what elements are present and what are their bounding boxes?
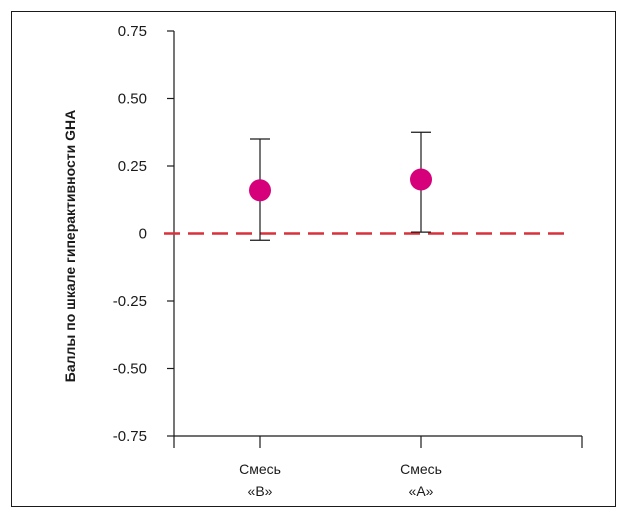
data-point-0 <box>249 179 271 202</box>
y-tick-label-2: 0.25 <box>118 158 147 175</box>
data-point-1 <box>410 168 432 191</box>
y-tick-label-3: 0 <box>139 226 147 243</box>
y-tick-label-0: 0.75 <box>118 23 147 40</box>
y-tick-label-4: -0.25 <box>113 293 147 310</box>
y-tick-label-6: -0.75 <box>113 428 147 445</box>
y-tick-label-5: -0.50 <box>113 361 147 378</box>
x-category-label-0: Смесь <box>239 461 281 477</box>
x-ticks: Смесь «B» Смесь «A» <box>173 436 583 499</box>
y-tick-label-1: 0.50 <box>118 91 147 108</box>
x-category-sublabel-1: «A» <box>409 483 434 499</box>
y-axis-label: Баллы по шкале гиперактивности GHA <box>62 110 78 382</box>
x-category-label-1: Смесь <box>400 461 442 477</box>
data-series <box>249 131 432 241</box>
x-category-sublabel-0: «B» <box>248 483 273 499</box>
chart-axes <box>173 31 582 437</box>
chart-frame <box>11 11 616 507</box>
y-ticks: 0.75 0.50 0.25 0 -0.25 -0.50 -0.75 <box>113 23 174 445</box>
